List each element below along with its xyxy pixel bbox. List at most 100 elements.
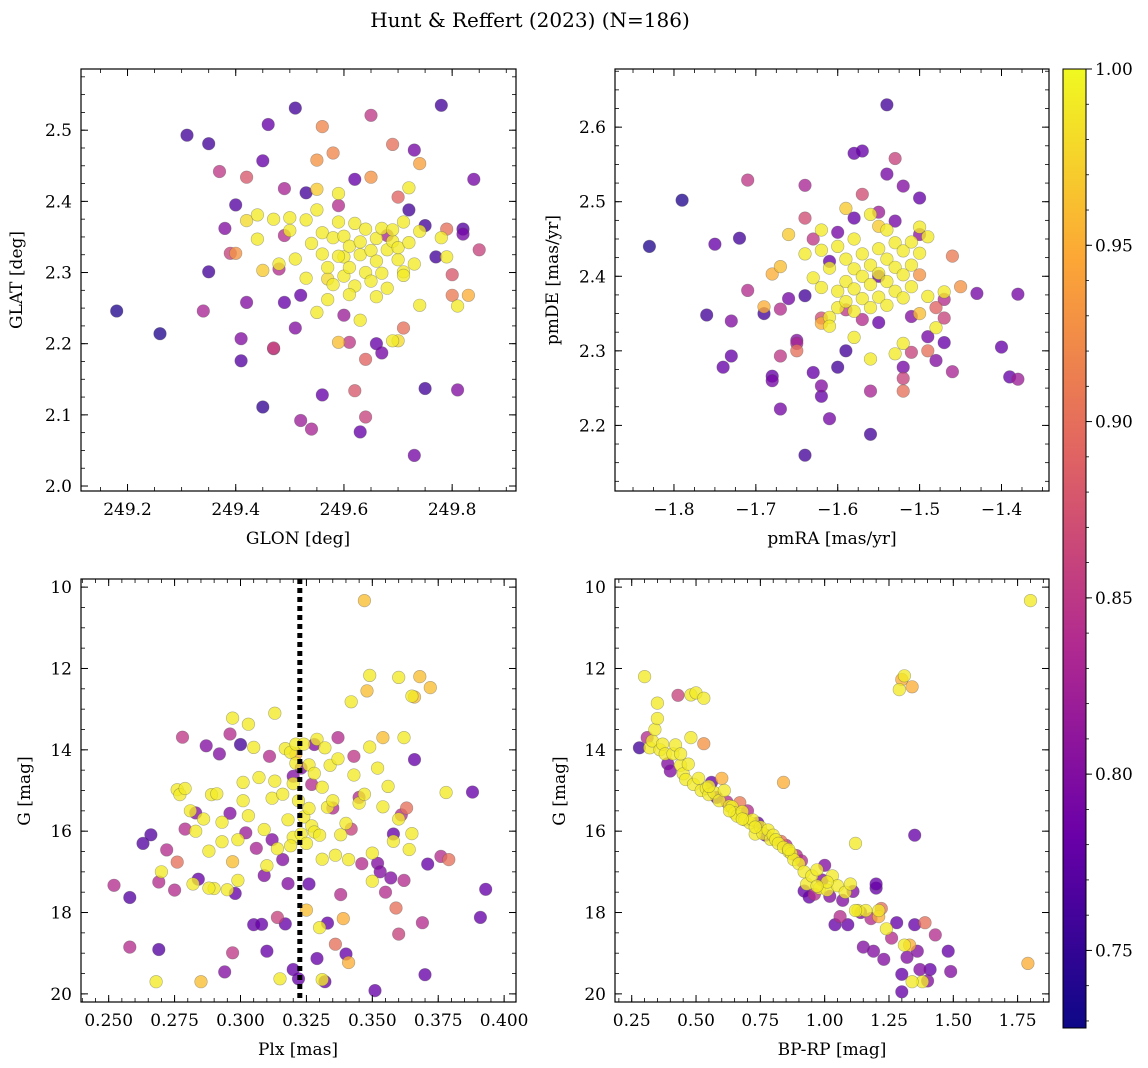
colorbar-tick-label: 0.95 — [1095, 236, 1133, 256]
data-point — [334, 887, 348, 902]
data-point — [391, 241, 405, 255]
data-point — [855, 187, 869, 201]
data-point — [315, 972, 329, 987]
y-tick-label: 2.4 — [45, 192, 72, 212]
data-point — [806, 232, 820, 246]
data-point — [872, 290, 886, 304]
data-point — [348, 384, 362, 398]
data-point — [267, 212, 281, 226]
data-point — [748, 820, 762, 834]
data-point — [348, 216, 362, 230]
scatter-marks-plx-g — [107, 579, 493, 1002]
data-point — [465, 785, 480, 799]
data-point — [642, 239, 657, 253]
data-point — [697, 737, 711, 751]
data-point — [218, 221, 232, 235]
data-point — [359, 410, 373, 424]
data-point — [386, 834, 401, 848]
data-point — [310, 732, 324, 746]
data-point — [814, 223, 829, 237]
data-point — [413, 224, 427, 238]
data-point — [342, 955, 356, 970]
data-point — [712, 794, 726, 808]
x-tick-label: 1.75 — [999, 1011, 1037, 1031]
data-point — [806, 365, 820, 380]
data-point — [822, 261, 837, 275]
x-tick-label: 249.2 — [103, 500, 152, 520]
data-point — [814, 280, 829, 295]
data-point — [434, 98, 448, 112]
data-point — [831, 239, 845, 253]
data-point — [233, 737, 248, 752]
data-point — [937, 336, 951, 350]
x-tick-label: 0.50 — [677, 1011, 715, 1031]
data-point — [234, 332, 248, 346]
data-point — [741, 173, 755, 187]
data-point — [223, 806, 237, 820]
data-point — [810, 863, 824, 877]
x-tick-label: 0.325 — [282, 1011, 331, 1031]
data-point — [442, 852, 456, 867]
data-point — [215, 815, 229, 829]
data-point — [270, 842, 285, 856]
data-point — [378, 885, 393, 899]
data-point — [716, 360, 730, 374]
data-point — [272, 257, 286, 271]
data-point — [869, 877, 883, 891]
data-point — [896, 179, 910, 193]
data-point — [781, 292, 796, 306]
data-point — [833, 909, 847, 924]
data-point — [847, 304, 861, 318]
data-point — [407, 257, 421, 271]
data-point — [199, 739, 213, 753]
data-point — [318, 741, 332, 755]
data-point — [717, 783, 731, 798]
data-point — [407, 143, 421, 157]
data-point — [331, 730, 345, 745]
data-point — [921, 344, 935, 358]
data-point — [880, 167, 894, 181]
y-tick-label: 2.5 — [45, 121, 72, 141]
data-point — [194, 975, 208, 989]
data-point — [384, 871, 398, 885]
data-point — [359, 352, 373, 366]
data-point — [863, 207, 878, 221]
data-point — [896, 336, 910, 351]
data-point — [186, 877, 200, 891]
data-point — [814, 243, 829, 257]
x-tick-label: 0.300 — [216, 1011, 265, 1031]
data-point — [302, 801, 316, 816]
y-tick-label: 2.2 — [579, 416, 606, 436]
colorbar-tick-label: 0.85 — [1095, 589, 1133, 609]
data-point — [380, 281, 394, 295]
data-point — [888, 347, 902, 361]
data-point — [905, 975, 919, 989]
data-point — [806, 271, 820, 285]
data-point — [368, 983, 382, 998]
data-point — [937, 311, 951, 325]
data-point — [223, 727, 237, 741]
data-point — [260, 944, 274, 958]
data-point — [773, 302, 788, 316]
data-point — [331, 335, 346, 349]
data-point — [1011, 287, 1025, 301]
data-point — [700, 308, 714, 322]
data-point — [262, 749, 277, 763]
y-tick-label: 12 — [50, 659, 72, 679]
data-point — [765, 374, 779, 388]
data-point — [929, 353, 943, 368]
data-point — [822, 412, 837, 426]
data-point — [371, 761, 385, 775]
data-point — [921, 289, 935, 304]
data-point — [365, 846, 379, 860]
data-point — [848, 903, 863, 918]
data-point — [288, 321, 302, 335]
data-point — [240, 214, 254, 228]
data-point — [872, 266, 886, 280]
axes-frame — [614, 68, 1050, 492]
data-point — [407, 448, 421, 463]
data-point — [880, 298, 894, 312]
data-point — [994, 340, 1009, 354]
data-point — [375, 346, 389, 360]
